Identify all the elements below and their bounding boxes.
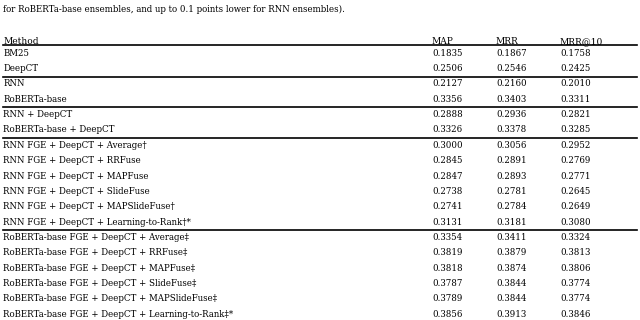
Text: 0.3813: 0.3813 [560,248,590,257]
Text: DeepCT: DeepCT [3,64,38,73]
Text: 0.3356: 0.3356 [432,95,462,104]
Text: RoBERTa-base FGE + DeepCT + RRFuse‡: RoBERTa-base FGE + DeepCT + RRFuse‡ [3,248,188,257]
Text: 0.3787: 0.3787 [432,279,462,288]
Text: RoBERTa-base FGE + DeepCT + SlideFuse‡: RoBERTa-base FGE + DeepCT + SlideFuse‡ [3,279,196,288]
Text: 0.3324: 0.3324 [560,233,590,242]
Text: RoBERTa-base + DeepCT: RoBERTa-base + DeepCT [3,125,115,134]
Text: RoBERTa-base FGE + DeepCT + Learning-to-Rank‡*: RoBERTa-base FGE + DeepCT + Learning-to-… [3,310,234,319]
Text: 0.3403: 0.3403 [496,95,526,104]
Text: 0.3774: 0.3774 [560,279,590,288]
Text: 0.3354: 0.3354 [432,233,462,242]
Text: 0.3874: 0.3874 [496,264,526,273]
Text: 0.2010: 0.2010 [560,79,591,88]
Text: 0.3818: 0.3818 [432,264,463,273]
Text: 0.2649: 0.2649 [560,202,590,211]
Text: 0.2936: 0.2936 [496,110,526,119]
Text: 0.3378: 0.3378 [496,125,526,134]
Text: 0.2784: 0.2784 [496,202,527,211]
Text: 0.3411: 0.3411 [496,233,527,242]
Text: Method: Method [3,37,38,46]
Text: MAP: MAP [432,37,454,46]
Text: 0.2781: 0.2781 [496,187,527,196]
Text: RNN: RNN [3,79,25,88]
Text: 0.1758: 0.1758 [560,49,591,58]
Text: 0.2952: 0.2952 [560,141,590,150]
Text: 0.3789: 0.3789 [432,294,462,303]
Text: 0.3913: 0.3913 [496,310,526,319]
Text: 0.3056: 0.3056 [496,141,526,150]
Text: 0.3774: 0.3774 [560,294,590,303]
Text: 0.2821: 0.2821 [560,110,591,119]
Text: 0.2893: 0.2893 [496,172,526,180]
Text: 0.2888: 0.2888 [432,110,463,119]
Text: 0.2506: 0.2506 [432,64,463,73]
Text: 0.3856: 0.3856 [432,310,462,319]
Text: RoBERTa-base FGE + DeepCT + Average‡: RoBERTa-base FGE + DeepCT + Average‡ [3,233,189,242]
Text: MRR@10: MRR@10 [560,37,604,46]
Text: 0.3879: 0.3879 [496,248,526,257]
Text: RNN FGE + DeepCT + SlideFuse: RNN FGE + DeepCT + SlideFuse [3,187,150,196]
Text: 0.2546: 0.2546 [496,64,526,73]
Text: 0.3326: 0.3326 [432,125,462,134]
Text: RNN FGE + DeepCT + MAPSlideFuse†: RNN FGE + DeepCT + MAPSlideFuse† [3,202,175,211]
Text: 0.2425: 0.2425 [560,64,590,73]
Text: RoBERTa-base FGE + DeepCT + MAPFuse‡: RoBERTa-base FGE + DeepCT + MAPFuse‡ [3,264,195,273]
Text: 0.2738: 0.2738 [432,187,462,196]
Text: 0.3844: 0.3844 [496,294,526,303]
Text: 0.3080: 0.3080 [560,218,591,227]
Text: 0.2160: 0.2160 [496,79,527,88]
Text: RNN FGE + DeepCT + MAPFuse: RNN FGE + DeepCT + MAPFuse [3,172,148,180]
Text: 0.2645: 0.2645 [560,187,590,196]
Text: 0.3819: 0.3819 [432,248,463,257]
Text: MRR: MRR [496,37,519,46]
Text: for RoBERTa-base ensembles, and up to 0.1 points lower for RNN ensembles).: for RoBERTa-base ensembles, and up to 0.… [3,5,345,14]
Text: RNN FGE + DeepCT + Average†: RNN FGE + DeepCT + Average† [3,141,147,150]
Text: 0.2891: 0.2891 [496,156,527,165]
Text: 0.2845: 0.2845 [432,156,463,165]
Text: 0.2769: 0.2769 [560,156,590,165]
Text: RNN + DeepCT: RNN + DeepCT [3,110,72,119]
Text: 0.2847: 0.2847 [432,172,463,180]
Text: RoBERTa-base: RoBERTa-base [3,95,67,104]
Text: 0.3131: 0.3131 [432,218,462,227]
Text: 0.3311: 0.3311 [560,95,590,104]
Text: 0.3181: 0.3181 [496,218,527,227]
Text: RNN FGE + DeepCT + Learning-to-Rank†*: RNN FGE + DeepCT + Learning-to-Rank†* [3,218,191,227]
Text: RNN FGE + DeepCT + RRFuse: RNN FGE + DeepCT + RRFuse [3,156,141,165]
Text: 0.2741: 0.2741 [432,202,463,211]
Text: 0.2127: 0.2127 [432,79,463,88]
Text: 0.3285: 0.3285 [560,125,590,134]
Text: 0.3806: 0.3806 [560,264,591,273]
Text: 0.2771: 0.2771 [560,172,591,180]
Text: 0.3000: 0.3000 [432,141,463,150]
Text: BM25: BM25 [3,49,29,58]
Text: 0.1867: 0.1867 [496,49,527,58]
Text: 0.1835: 0.1835 [432,49,463,58]
Text: 0.3844: 0.3844 [496,279,526,288]
Text: 0.3846: 0.3846 [560,310,590,319]
Text: RoBERTa-base FGE + DeepCT + MAPSlideFuse‡: RoBERTa-base FGE + DeepCT + MAPSlideFuse… [3,294,218,303]
